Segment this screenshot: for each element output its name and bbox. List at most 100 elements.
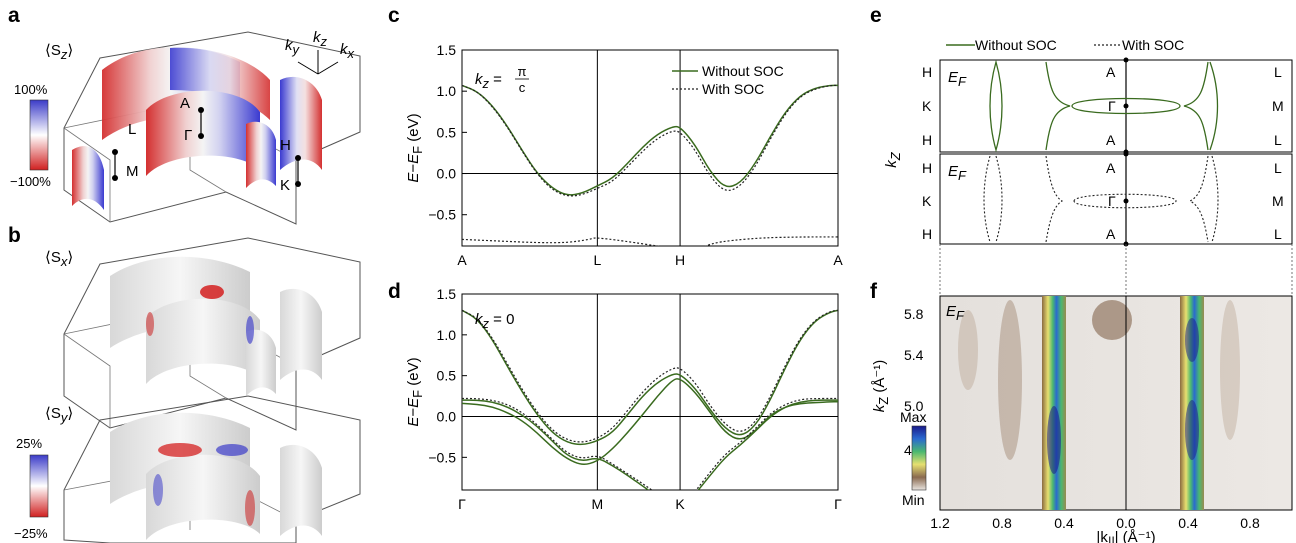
arpes-ytick: 5.4 <box>904 347 924 363</box>
fermi-bottom-right-l2: L <box>1274 226 1282 242</box>
xtick-label: A <box>457 252 467 268</box>
fermi-top-contours <box>989 59 1219 153</box>
xtick-label: H <box>675 252 685 268</box>
fermi-top-left-k: K <box>922 98 932 114</box>
arpes-xtick: 0.0 <box>1116 515 1136 531</box>
fermi-legend: Without SOC With SOC <box>946 37 1184 53</box>
xtick-label: Γ <box>458 496 466 512</box>
ytick-label: 1.0 <box>437 83 457 99</box>
plot-d-series <box>462 309 838 490</box>
sx-surface-right <box>280 288 322 380</box>
fermi-bottom-center-gamma: Γ <box>1108 193 1116 209</box>
fermi-legend-with: With SOC <box>1122 37 1184 53</box>
sy-surface-inner <box>146 454 260 540</box>
panel-letter-d: d <box>388 280 401 303</box>
ytick-label: 1.5 <box>437 286 457 302</box>
band-line-with-soc <box>462 309 838 443</box>
fermi-legend-without: Without SOC <box>975 37 1057 53</box>
sx-red-edge <box>146 312 154 336</box>
arpes-xticks: 1.2 0.8 0.4 0.0 0.4 0.8 <box>930 515 1260 531</box>
sz-surface-right <box>280 76 322 170</box>
fermi-top-right-m: M <box>1272 98 1284 114</box>
svg-text:kx: kx <box>340 41 355 61</box>
fermi-bottom-ef: EF <box>948 163 967 183</box>
arpes-xlabel: |k||| (Å⁻¹) <box>1096 529 1155 543</box>
panel-b: b ⟨Sx⟩ ⟨Sy⟩ 25% −25% <box>8 224 361 543</box>
panel-d: d 1.5 1.0 0.5 0.0 −0.5 Γ M K Γ E−EF (eV) kz = 0 <box>388 280 842 512</box>
sz-label-h: H <box>280 137 291 154</box>
svg-text:c: c <box>519 80 526 95</box>
svg-text:kz: kz <box>313 29 328 49</box>
arpes-ylabel: kZ (Å⁻¹) <box>871 360 891 413</box>
arpes-xtick: 0.8 <box>1240 515 1260 531</box>
sy-blue-band <box>216 444 248 456</box>
fermi-bottom-center-a2: A <box>1106 226 1116 242</box>
fermi-bottom-contours <box>983 155 1219 243</box>
ytick-label: 1.0 <box>437 327 457 343</box>
band-line-without-soc <box>462 309 838 446</box>
sy-surface-right <box>280 444 322 536</box>
plot-c-yticks: 1.5 1.0 0.5 0.0 −0.5 <box>428 42 838 223</box>
fermi-bottom-left-h2: H <box>922 226 932 242</box>
band-line-without-soc <box>462 399 838 490</box>
arpes-xtick: 0.4 <box>1178 515 1198 531</box>
band-line-without-soc <box>462 84 838 196</box>
svg-text:kz =: kz = <box>475 71 502 91</box>
panel-letter-f: f <box>870 280 878 303</box>
panel-letter-c: c <box>388 4 400 27</box>
xtick-label: Γ <box>834 496 842 512</box>
panel-f: f EF kZ (Å⁻¹) 5.8 5.4 5.0 4.6 1.2 0.8 0.… <box>870 280 1293 543</box>
arpes-features <box>958 296 1240 510</box>
ytick-label: 0.5 <box>437 124 457 140</box>
panel-e: e Without SOC With SOC kZ EF H K H A Γ A… <box>870 4 1293 296</box>
xtick-label: L <box>593 252 601 268</box>
panel-letter-a: a <box>8 4 20 27</box>
plot-d-frame <box>461 293 839 491</box>
plot-d-ylabel: E−EF (eV) <box>405 357 425 426</box>
svg-text:π: π <box>518 64 527 79</box>
band-line-with-soc <box>462 84 838 197</box>
panel-c: c 1.5 1.0 0.5 0.0 −0.5 A L H A E−EF (eV) kz = π… <box>388 4 843 268</box>
sz-surface-front <box>246 121 276 188</box>
fermi-top-right-l2: L <box>1274 132 1282 148</box>
band-line-with-soc <box>462 236 838 246</box>
fermi-map-top-frame <box>939 59 1293 153</box>
fermi-map-bottom-frame <box>939 153 1293 245</box>
ytick-label: 0.0 <box>437 166 457 182</box>
plot-c-ylabel: E−EF (eV) <box>405 113 425 182</box>
sz-label-l: L <box>128 121 136 138</box>
ytick-label: 0.0 <box>437 409 457 425</box>
sz-colorbar <box>29 99 49 171</box>
ytick-label: −0.5 <box>428 207 456 223</box>
sxy-colorbar <box>29 454 49 518</box>
arpes-ytick: 5.0 <box>904 398 924 414</box>
fermi-top-center-a2: A <box>1106 132 1116 148</box>
sx-surface-front <box>246 329 276 396</box>
panel-a: a ⟨Sz⟩ 100% −100% A Γ L M H K <box>8 4 361 225</box>
sy-red-band <box>158 443 202 457</box>
sz-bz-box <box>63 31 361 225</box>
fermi-top-center-gamma: Γ <box>1108 98 1116 114</box>
k-axes-icon: ky kz kx <box>285 29 355 75</box>
xtick-label: A <box>833 252 843 268</box>
sz-label-a: A <box>180 95 190 112</box>
sz-label-gamma: Γ <box>184 127 192 144</box>
sz-label: ⟨Sz⟩ <box>45 42 73 62</box>
sx-bz-box <box>63 237 361 431</box>
sy-red-edge <box>245 490 255 526</box>
legend-with-soc: With SOC <box>702 81 764 97</box>
arpes-xtick: 0.8 <box>992 515 1012 531</box>
arpes-xtick: 1.2 <box>930 515 950 531</box>
sz-colorbar-min: −100% <box>10 174 51 189</box>
sy-bz-box <box>63 395 361 543</box>
sx-red-spot <box>200 285 224 299</box>
fermi-top-ef: EF <box>948 69 967 89</box>
xtick-label: K <box>675 496 685 512</box>
band-line-with-soc <box>462 397 838 490</box>
fermi-top-right-l1: L <box>1274 64 1282 80</box>
panel-letter-e: e <box>870 4 882 27</box>
arpes-ef: EF <box>946 303 965 323</box>
fermi-top-left-h2: H <box>922 132 932 148</box>
